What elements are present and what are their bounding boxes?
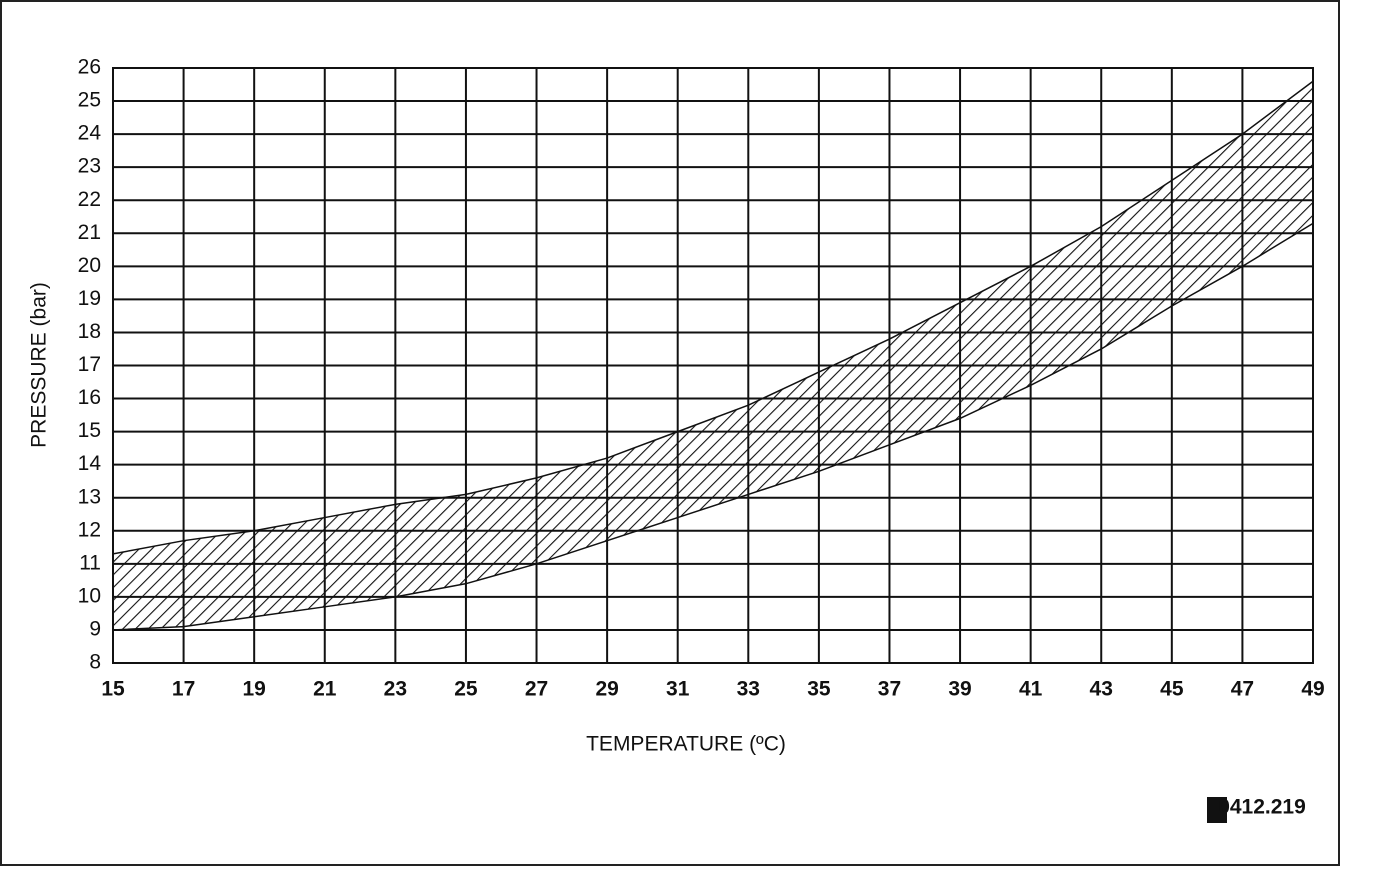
x-tick-label: 41	[1019, 678, 1043, 701]
x-tick-label: 31	[666, 678, 690, 701]
x-tick-label: 27	[525, 678, 548, 701]
y-tick-label: 17	[78, 353, 101, 376]
y-tick-label: 25	[78, 89, 101, 112]
y-tick-label: 20	[78, 254, 101, 277]
band-edge-low	[112, 222, 1314, 631]
x-tick-label: 15	[101, 678, 125, 701]
y-tick-label: 13	[78, 485, 101, 508]
x-tick-label: 25	[454, 678, 478, 701]
x-tick-label: 17	[172, 678, 195, 701]
y-tick-label: 24	[78, 122, 102, 145]
plot-border	[112, 67, 1314, 664]
y-tick-label: 11	[79, 551, 101, 574]
x-tick-label: 33	[737, 678, 760, 701]
x-tick-label: 45	[1160, 678, 1184, 701]
y-tick-label: 23	[78, 155, 101, 178]
y-tick-label: 15	[78, 419, 101, 442]
y-tick-label: 21	[78, 221, 101, 244]
y-tick-label: 16	[78, 386, 101, 409]
band	[113, 81, 1313, 630]
x-tick-label: 19	[242, 678, 265, 701]
x-axis-label: TEMPERATURE (ºC)	[586, 733, 786, 756]
y-tick-label: 8	[89, 651, 101, 674]
band-edge-high	[112, 80, 1314, 555]
x-tick-label: 21	[313, 678, 337, 701]
x-tick-label: 49	[1301, 678, 1324, 701]
y-tick-label: 9	[89, 617, 101, 640]
annotation: 0412.219	[1218, 796, 1306, 819]
x-tick-label: 37	[878, 678, 901, 701]
x-tick-label: 39	[948, 678, 971, 701]
y-tick-label: 22	[78, 188, 101, 211]
frame	[0, 0, 1340, 866]
y-tick-label: 14	[78, 452, 102, 475]
annotation-block	[1207, 797, 1227, 823]
y-tick-label: 26	[78, 56, 101, 79]
y-tick-label: 10	[78, 584, 101, 607]
x-tick-label: 35	[807, 678, 831, 701]
y-tick-label: 18	[78, 320, 101, 343]
x-tick-label: 47	[1231, 678, 1254, 701]
x-tick-label: 29	[595, 678, 618, 701]
y-tick-label: 12	[78, 518, 101, 541]
y-tick-label: 19	[78, 287, 101, 310]
y-axis-label: PRESSURE (bar)	[28, 282, 51, 448]
x-tick-label: 43	[1090, 678, 1113, 701]
x-tick-label: 23	[384, 678, 407, 701]
